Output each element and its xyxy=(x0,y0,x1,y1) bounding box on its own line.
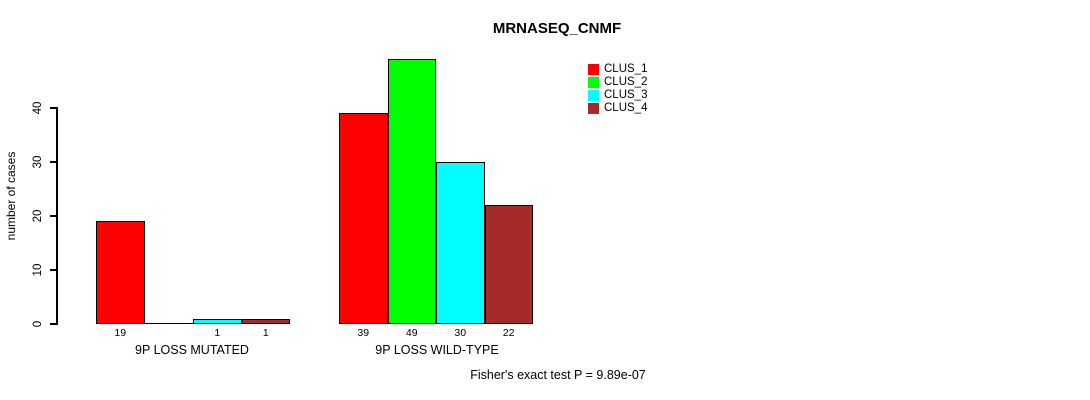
bar-value-label-clus_1-mutated: 19 xyxy=(114,327,127,339)
legend-swatch-clus_2 xyxy=(588,77,599,88)
y-tick-20 xyxy=(49,215,57,217)
y-tick-30 xyxy=(49,161,57,163)
bar-value-label-clus_2-wildtype: 49 xyxy=(405,327,418,339)
y-tick-10 xyxy=(49,269,57,271)
y-tick-label-30: 30 xyxy=(32,155,44,169)
legend-label-clus_4: CLUS_4 xyxy=(604,102,648,114)
legend-item-clus_2: CLUS_2 xyxy=(588,76,647,89)
bar-clus_3-wildtype xyxy=(436,162,485,324)
legend: CLUS_1 CLUS_2 CLUS_3 CLUS_4 xyxy=(588,63,647,115)
bar-value-label-clus_4-mutated: 1 xyxy=(262,327,269,339)
legend-label-clus_3: CLUS_3 xyxy=(604,89,648,101)
bar-value-label-clus_3-wildtype: 30 xyxy=(454,327,467,339)
legend-label-clus_2: CLUS_2 xyxy=(604,76,648,88)
bar-clus_3-mutated xyxy=(193,318,242,324)
bar-clus_2-wildtype xyxy=(387,59,436,324)
y-axis-label: number of cases xyxy=(4,151,18,241)
legend-item-clus_1: CLUS_1 xyxy=(588,63,647,76)
y-tick-label-10: 10 xyxy=(32,263,44,277)
bar-clus_4-wildtype xyxy=(484,205,533,324)
bar-clus_2-mutated xyxy=(144,322,193,324)
y-tick-label-0: 0 xyxy=(32,320,44,328)
bar-clus_1-mutated xyxy=(96,221,145,324)
y-tick-label-40: 40 xyxy=(32,101,44,115)
legend-swatch-clus_3 xyxy=(588,90,599,101)
y-tick-0 xyxy=(49,323,57,325)
bar-clus_4-mutated xyxy=(241,318,290,324)
y-tick-label-20: 20 xyxy=(32,209,44,223)
legend-label-clus_1: CLUS_1 xyxy=(604,63,648,75)
legend-item-clus_4: CLUS_4 xyxy=(588,102,647,115)
legend-swatch-clus_1 xyxy=(588,64,599,75)
x-category-label-mutated: 9P LOSS MUTATED xyxy=(135,343,249,357)
bar-value-label-clus_3-mutated: 1 xyxy=(214,327,221,339)
bar-clus_1-wildtype xyxy=(339,113,388,324)
x-category-label-wildtype: 9P LOSS WILD-TYPE xyxy=(375,343,499,357)
chart-title: MRNASEQ_CNMF xyxy=(492,20,622,37)
y-tick-40 xyxy=(49,107,57,109)
bar-value-label-clus_1-wildtype: 39 xyxy=(357,327,370,339)
legend-item-clus_3: CLUS_3 xyxy=(588,89,647,102)
bar-value-label-clus_4-wildtype: 22 xyxy=(502,327,515,339)
y-axis-line xyxy=(56,107,58,325)
fisher-test-annotation: Fisher's exact test P = 9.89e-07 xyxy=(470,368,646,382)
legend-swatch-clus_4 xyxy=(588,103,599,114)
